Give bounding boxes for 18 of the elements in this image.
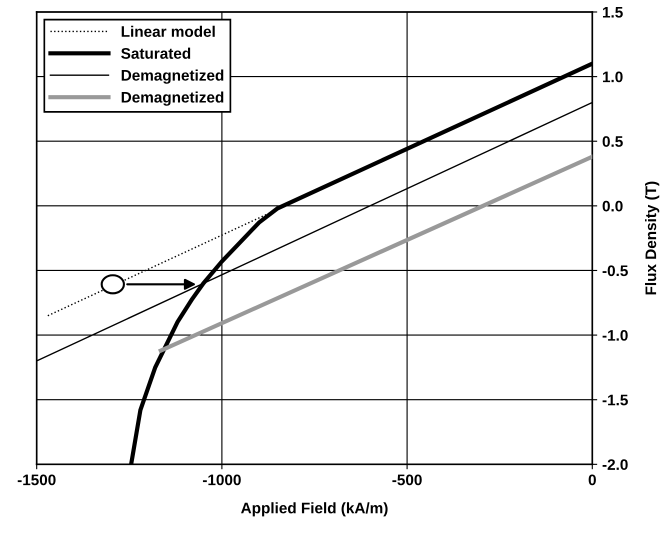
legend-label: Linear model (122, 26, 215, 37)
y-tick-label: -0.5 (602, 265, 628, 276)
y-tick-label: 1.0 (602, 71, 623, 82)
y-tick-label: -2.0 (602, 459, 628, 470)
y-tick-label: -1.5 (602, 394, 628, 406)
legend-label: Demagnetized (122, 70, 224, 84)
x-tick-label: -500 (392, 474, 422, 486)
x-axis-title: Applied Field (kA/m) (241, 502, 388, 516)
legend-label: Saturated (121, 48, 190, 59)
y-tick-label: 1.5 (602, 7, 623, 18)
x-tick-label: 0 (588, 474, 596, 486)
y-tick-label: 0.0 (602, 200, 623, 212)
y-axis-title: Flux Density (T) (645, 182, 660, 294)
y-tick-label: 0.5 (602, 136, 623, 147)
y-tick-label: -1.0 (602, 330, 628, 341)
legend-label: Demagnetized (122, 91, 224, 106)
x-tick-label: -1000 (202, 474, 241, 486)
x-tick-label: -1500 (18, 474, 56, 486)
